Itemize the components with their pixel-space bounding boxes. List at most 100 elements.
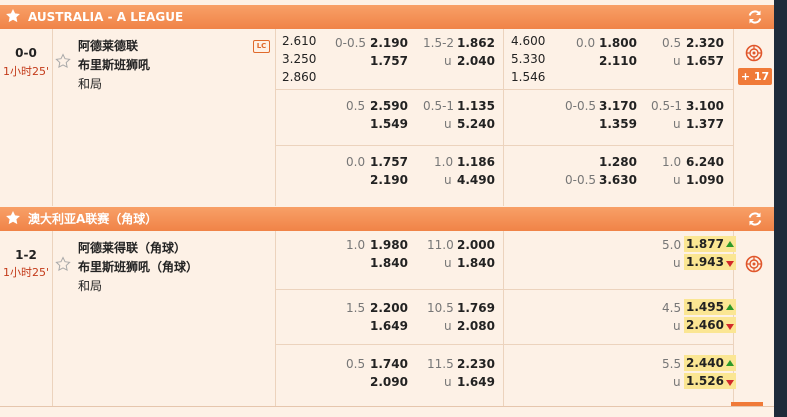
home-team[interactable]: 阿德莱德联 (78, 39, 139, 53)
ou-over-odds[interactable]: 1.769 (457, 301, 495, 315)
live-center-badge[interactable]: LC (253, 40, 270, 53)
odds-1x2-away[interactable]: 3.250 (282, 52, 317, 66)
handicap-line: 0.0 (346, 155, 366, 169)
fh-handicap-away-odds[interactable]: 1.359 (599, 117, 637, 131)
ou-over-odds[interactable]: 1.862 (457, 36, 495, 50)
fh-1x2-draw[interactable]: 1.546 (511, 70, 546, 84)
ou-under-label: u (444, 319, 452, 333)
fh-ou-under-odds[interactable]: 1.526 (684, 373, 736, 389)
handicap-home-odds[interactable]: 1.980 (370, 238, 408, 252)
ou-line: 11.0 (427, 238, 454, 252)
refresh-icon[interactable] (747, 211, 763, 227)
odds-down-icon (725, 261, 734, 267)
draw-label: 和局 (78, 279, 103, 293)
match-time: 1小时25' (2, 65, 50, 78)
favorite-star-icon[interactable] (55, 256, 71, 272)
ou-line: 1.5-2 (423, 36, 455, 50)
fh-1x2-home[interactable]: 4.600 (511, 34, 546, 48)
ou-under-label: u (444, 375, 452, 389)
match-score: 1-2 (15, 248, 37, 262)
handicap-away-odds[interactable]: 1.840 (370, 256, 408, 270)
fh-handicap-away-odds[interactable]: 2.110 (599, 54, 637, 68)
scroll-top-tab[interactable] (731, 402, 763, 406)
fh-ou-under-label: u (673, 54, 681, 68)
ou-under-odds[interactable]: 1.840 (457, 256, 495, 270)
fh-ou-line: 5.0 (662, 238, 682, 252)
more-markets-button[interactable]: + 17 (738, 68, 772, 85)
league-header[interactable]: AUSTRALIA - A LEAGUE (0, 5, 774, 29)
fh-1x2-away[interactable]: 5.330 (511, 52, 546, 66)
odds-value: 1.526 (686, 374, 724, 388)
handicap-home-odds[interactable]: 2.200 (370, 301, 408, 315)
fh-handicap-home-odds[interactable]: 1.280 (599, 155, 637, 169)
handicap-away-odds[interactable]: 2.190 (370, 173, 408, 187)
star-icon[interactable] (5, 8, 21, 24)
handicap-line: 0.5 (346, 357, 366, 371)
fh-ou-under-odds[interactable]: 1.377 (686, 117, 724, 131)
fh-ou-under-label: u (673, 173, 681, 187)
fh-ou-under-odds[interactable]: 2.460 (684, 317, 736, 333)
ou-over-odds[interactable]: 2.000 (457, 238, 495, 252)
fh-ou-under-odds[interactable]: 1.090 (686, 173, 724, 187)
handicap-home-odds[interactable]: 2.190 (370, 36, 408, 50)
handicap-away-odds[interactable]: 1.757 (370, 54, 408, 68)
fh-ou-line: 1.0 (662, 155, 682, 169)
handicap-away-odds[interactable]: 2.090 (370, 375, 408, 389)
fh-ou-over-odds[interactable]: 1.877 (684, 236, 736, 252)
scrollbar[interactable] (774, 0, 787, 417)
ou-under-label: u (444, 54, 452, 68)
odds-down-icon (725, 324, 734, 330)
fh-ou-under-label: u (673, 117, 681, 131)
ou-under-odds[interactable]: 2.080 (457, 319, 495, 333)
ou-under-label: u (444, 117, 452, 131)
away-team[interactable]: 布里斯班狮吼 (78, 58, 151, 72)
fh-handicap-away-odds[interactable]: 3.630 (599, 173, 637, 187)
ou-over-odds[interactable]: 1.135 (457, 99, 495, 113)
odds-1x2-home[interactable]: 2.610 (282, 34, 317, 48)
ou-under-odds[interactable]: 5.240 (457, 117, 495, 131)
ou-under-odds[interactable]: 1.649 (457, 375, 495, 389)
refresh-icon[interactable] (747, 9, 763, 25)
odds-up-icon (725, 360, 734, 366)
odds-value: 2.460 (686, 318, 724, 332)
odds-1x2-draw[interactable]: 2.860 (282, 70, 317, 84)
fh-ou-over-odds[interactable]: 2.320 (686, 36, 724, 50)
ou-over-odds[interactable]: 1.186 (457, 155, 495, 169)
handicap-away-odds[interactable]: 1.649 (370, 319, 408, 333)
favorite-star-icon[interactable] (55, 53, 71, 69)
fh-ou-over-odds[interactable]: 1.495 (684, 299, 736, 315)
fh-ou-under-odds[interactable]: 1.657 (686, 54, 724, 68)
star-icon[interactable] (5, 210, 21, 226)
handicap-line: 1.5 (346, 301, 366, 315)
ou-under-label: u (444, 256, 452, 270)
handicap-home-odds[interactable]: 1.757 (370, 155, 408, 169)
ou-line: 10.5 (427, 301, 454, 315)
home-team[interactable]: 阿德莱得联（角球） (78, 241, 187, 255)
ou-under-odds[interactable]: 2.040 (457, 54, 495, 68)
draw-label: 和局 (78, 77, 103, 91)
fh-ou-under-odds[interactable]: 1.943 (684, 254, 736, 270)
fh-ou-over-odds[interactable]: 2.440 (684, 355, 736, 371)
live-stream-icon[interactable] (745, 255, 763, 273)
fh-ou-over-odds[interactable]: 6.240 (686, 155, 724, 169)
live-stream-icon[interactable] (745, 44, 763, 62)
match-score: 0-0 (15, 46, 37, 60)
fh-handicap-home-odds[interactable]: 3.170 (599, 99, 637, 113)
ou-over-odds[interactable]: 2.230 (457, 357, 495, 371)
fh-ou-line: 0.5 (662, 36, 682, 50)
handicap-away-odds[interactable]: 1.549 (370, 117, 408, 131)
fh-ou-line: 4.5 (662, 301, 682, 315)
ou-line: 1.0 (434, 155, 454, 169)
odds-down-icon (725, 380, 734, 386)
fh-handicap-home-odds[interactable]: 1.800 (599, 36, 637, 50)
fh-ou-line: 5.5 (662, 357, 682, 371)
away-team[interactable]: 布里斯班狮吼（角球） (78, 260, 199, 274)
handicap-home-odds[interactable]: 1.740 (370, 357, 408, 371)
league-name: AUSTRALIA - A LEAGUE (28, 10, 184, 24)
league-header[interactable]: 澳大利亚A联赛（角球） (0, 207, 774, 231)
handicap-home-odds[interactable]: 2.590 (370, 99, 408, 113)
fh-ou-over-odds[interactable]: 3.100 (686, 99, 724, 113)
odds-up-icon (725, 241, 734, 247)
ou-under-odds[interactable]: 4.490 (457, 173, 495, 187)
